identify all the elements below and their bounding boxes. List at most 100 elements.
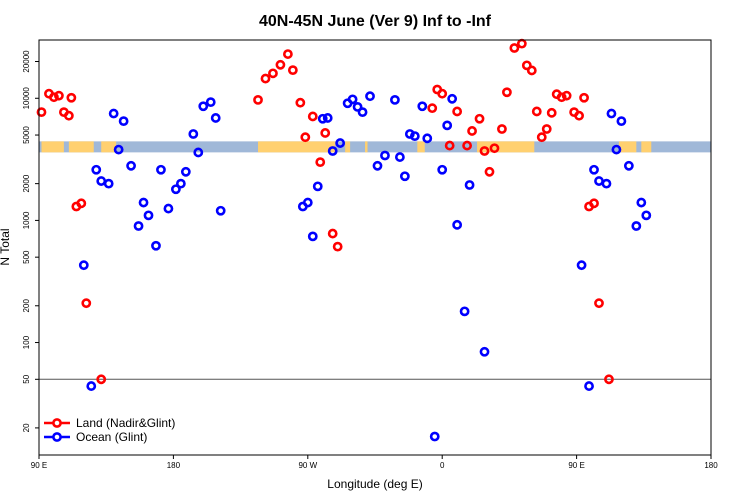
y-axis-label: N Total	[0, 228, 12, 265]
ocean-point	[636, 197, 647, 208]
ocean-point	[103, 178, 114, 189]
ocean-point	[78, 260, 89, 271]
legend: Land (Nadir&Glint)Ocean (Glint)	[44, 416, 175, 444]
land-point	[594, 298, 604, 309]
legend-marker	[52, 418, 62, 428]
ocean-point	[437, 164, 448, 175]
ocean-point	[601, 178, 612, 189]
ocean-point	[302, 197, 313, 208]
land-point	[437, 88, 448, 99]
land-segment	[417, 141, 425, 153]
ocean-point	[429, 431, 440, 442]
ocean-point	[151, 240, 161, 251]
legend-label: Ocean (Glint)	[76, 430, 147, 444]
land-point	[531, 106, 542, 117]
land-segment	[345, 141, 351, 153]
ocean-point	[193, 147, 204, 158]
x-tick-label: 90 W	[298, 461, 317, 470]
ocean-point	[307, 231, 318, 242]
land-point	[66, 92, 77, 103]
ocean-point	[108, 108, 119, 119]
land-segment	[477, 141, 535, 153]
x-tick-label: 90 E	[568, 461, 584, 470]
land-point	[332, 241, 343, 252]
ocean-point	[399, 171, 410, 182]
land-point	[474, 113, 485, 124]
ocean-point	[96, 176, 107, 186]
ocean-point	[394, 152, 405, 162]
ocean-point	[616, 116, 627, 127]
x-axis-label: Longitude (deg E)	[327, 477, 422, 491]
ocean-point	[198, 101, 209, 112]
y-tick-label: 1000	[22, 211, 31, 229]
ocean-point	[170, 184, 181, 195]
ocean-point	[611, 144, 622, 155]
land-segment	[365, 141, 368, 153]
land-segment	[641, 141, 652, 153]
ocean-point	[347, 94, 358, 105]
land-point	[579, 92, 589, 103]
ocean-point	[390, 94, 400, 105]
land-point	[96, 374, 107, 385]
ocean-point	[589, 164, 599, 175]
land-segment	[258, 141, 336, 153]
land-point	[467, 126, 477, 136]
ocean-point	[623, 160, 634, 171]
land-point	[526, 65, 537, 76]
land-point	[541, 124, 552, 134]
land-point	[327, 228, 338, 239]
ocean-point	[372, 160, 383, 171]
ocean-point	[417, 101, 428, 112]
chart-title: 40N-45N June (Ver 9) Inf to -Inf	[259, 13, 492, 30]
ocean-point	[594, 176, 604, 186]
y-tick-label: 10000	[22, 87, 31, 110]
land-point	[36, 107, 47, 118]
land-point	[479, 146, 490, 156]
ocean-point	[188, 129, 199, 139]
ocean-point	[631, 221, 642, 231]
ocean-point	[126, 160, 136, 171]
ocean-point	[143, 210, 154, 221]
land-point	[604, 374, 614, 385]
y-tick-label: 5000	[22, 126, 31, 144]
ocean-point	[317, 113, 328, 124]
ocean-point	[327, 146, 338, 156]
land-point	[489, 143, 500, 154]
x-axis: 90 E 180 90 W 0 90 E 180	[31, 455, 718, 470]
land-point	[54, 90, 64, 101]
ocean-point	[210, 113, 221, 123]
land-point	[282, 49, 293, 59]
land-point	[81, 298, 92, 309]
ocean-point	[91, 164, 102, 175]
ocean-point	[312, 181, 323, 192]
ocean-point	[380, 150, 390, 161]
land-point	[275, 59, 286, 70]
ocean-point	[641, 210, 652, 221]
ocean-point	[118, 116, 129, 127]
land-point	[516, 38, 527, 49]
y-axis: 20 50 100 200 500 1000 2000 5000 10000 20000	[22, 50, 39, 432]
land-point	[556, 92, 567, 103]
y-tick-label: 200	[22, 299, 31, 313]
ocean-point	[584, 381, 594, 391]
legend-marker	[52, 432, 62, 442]
land-point	[287, 65, 298, 76]
x-tick-label: 180	[704, 461, 718, 470]
ocean-point	[357, 107, 368, 118]
land-point	[444, 140, 455, 151]
ocean-point	[352, 101, 363, 112]
y-tick-label: 20000	[22, 50, 31, 73]
y-tick-label: 20	[22, 423, 31, 432]
land-point	[76, 198, 87, 209]
plot-frame	[38, 39, 712, 456]
ocean-point	[215, 205, 226, 216]
land-point	[63, 110, 74, 121]
ocean-point	[138, 197, 149, 208]
land-segment	[618, 141, 637, 153]
land-point	[300, 132, 311, 143]
ocean-point	[365, 91, 375, 102]
land-point	[502, 87, 512, 98]
ocean-point	[133, 221, 144, 231]
ocean-point	[442, 120, 453, 131]
